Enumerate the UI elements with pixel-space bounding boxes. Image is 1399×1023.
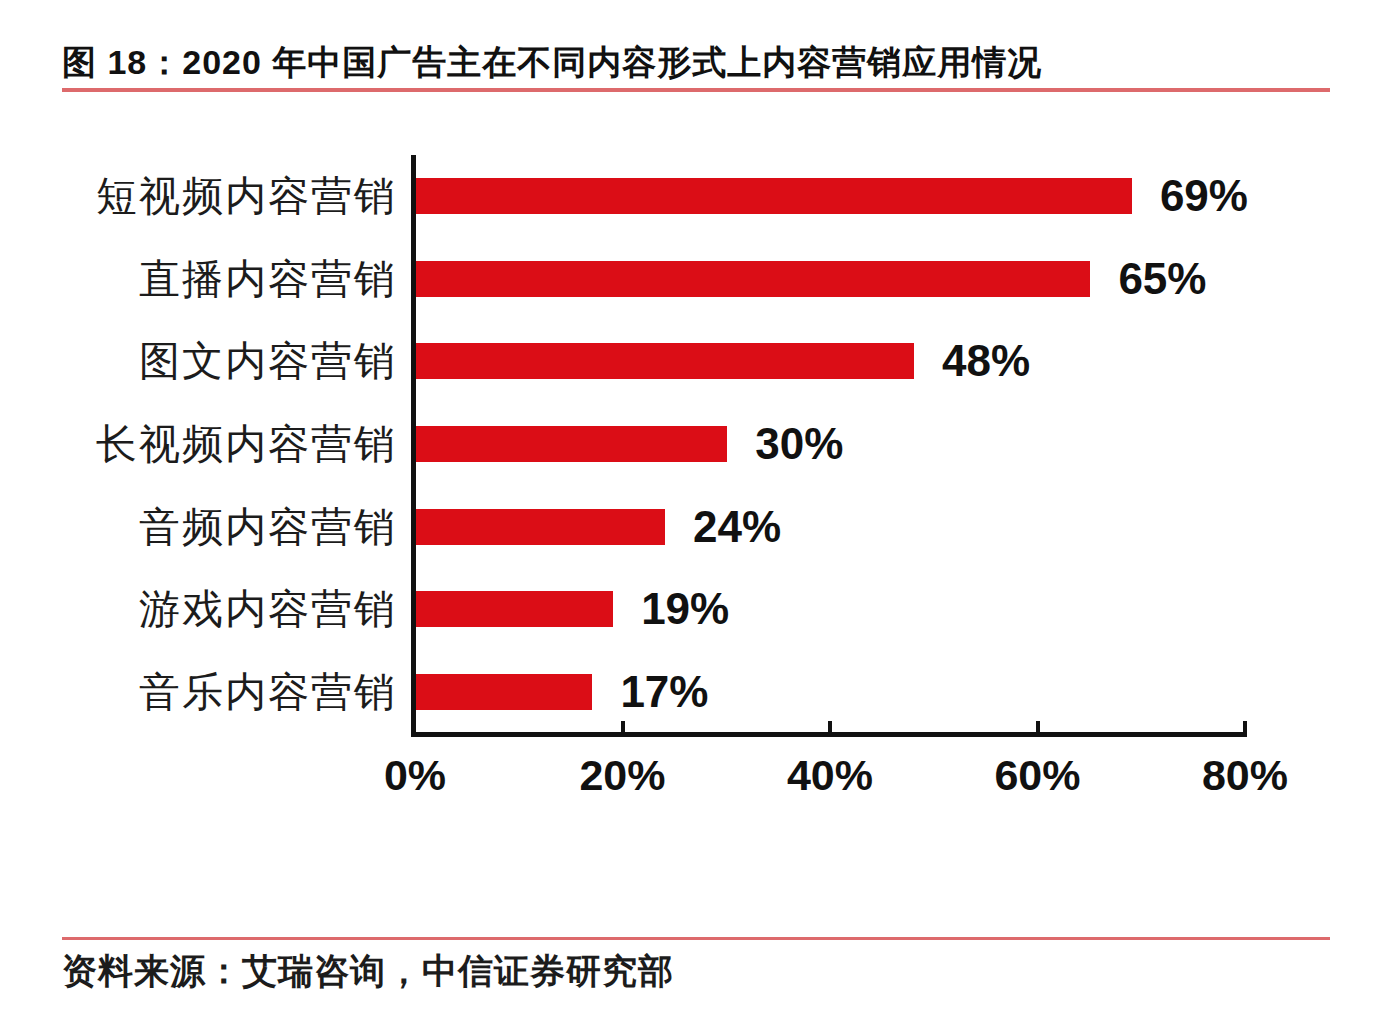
- category-label: 长视频内容营销: [40, 419, 397, 469]
- footer-rule: [62, 937, 1330, 940]
- x-tick-label: 20%: [538, 752, 708, 798]
- value-label: 65%: [1118, 255, 1206, 303]
- report-figure: 图 18：2020 年中国广告主在不同内容形式上内容营销应用情况 0%20%40…: [0, 0, 1399, 1023]
- bar: [416, 509, 665, 545]
- source-text: 资料来源：艾瑞咨询，中信证券研究部: [62, 948, 1352, 995]
- bar: [416, 426, 727, 462]
- value-label: 19%: [641, 585, 729, 633]
- bar: [416, 261, 1090, 297]
- value-label: 30%: [755, 420, 843, 468]
- x-tick-label: 40%: [745, 752, 915, 798]
- value-label: 69%: [1160, 172, 1248, 220]
- value-label: 24%: [693, 503, 781, 551]
- value-label: 48%: [942, 337, 1030, 385]
- category-label: 直播内容营销: [40, 254, 397, 304]
- x-axis-tick: [621, 721, 625, 732]
- category-label: 短视频内容营销: [40, 171, 397, 221]
- category-label: 音频内容营销: [40, 502, 397, 552]
- value-label: 17%: [620, 668, 708, 716]
- category-label: 音乐内容营销: [40, 667, 397, 717]
- x-axis-tick: [828, 721, 832, 732]
- bar: [416, 591, 613, 627]
- bar: [416, 343, 914, 379]
- bar: [416, 674, 592, 710]
- x-tick-label: 0%: [330, 752, 500, 798]
- category-label: 图文内容营销: [40, 336, 397, 386]
- x-axis-line: [411, 732, 1247, 737]
- x-tick-label: 60%: [953, 752, 1123, 798]
- x-tick-label: 80%: [1160, 752, 1330, 798]
- bar: [416, 178, 1132, 214]
- category-label: 游戏内容营销: [40, 584, 397, 634]
- x-axis-tick: [1036, 721, 1040, 732]
- horizontal-bar-chart: 0% 20% 40% 60% 80% 短视频内容营销 69% 直播内容营销 65% 图文内容营销 4…: [0, 0, 1399, 1023]
- x-axis-tick: [1243, 721, 1247, 732]
